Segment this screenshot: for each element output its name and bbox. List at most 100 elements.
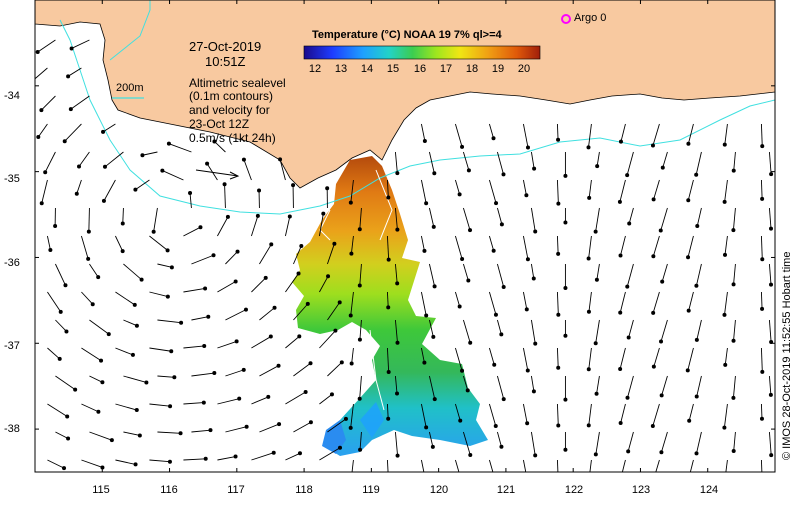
velocity-arrow	[217, 457, 235, 460]
velocity-arrow-head	[526, 479, 530, 483]
velocity-arrow-head	[769, 227, 773, 231]
velocity-arrow	[523, 404, 527, 423]
velocity-arrow-head	[627, 336, 631, 340]
velocity-arrow	[89, 376, 102, 382]
velocity-arrow	[628, 432, 633, 451]
colorbar-tick-label: 18	[466, 63, 478, 75]
velocity-arrow	[293, 422, 310, 432]
velocity-arrow-head	[166, 295, 170, 299]
velocity-arrow-head	[36, 135, 40, 139]
velocity-arrow	[319, 394, 332, 404]
velocity-arrow	[597, 152, 599, 166]
velocity-arrow	[89, 264, 98, 277]
velocity-arrow	[597, 264, 600, 280]
velocity-arrow	[149, 404, 170, 406]
velocity-arrow	[596, 432, 600, 454]
velocity-arrow-head	[269, 242, 273, 246]
velocity-arrow-head	[87, 230, 91, 234]
velocity-arrow-head	[423, 475, 427, 479]
velocity-arrow-head	[358, 397, 362, 401]
velocity-arrow-head	[349, 426, 353, 430]
velocity-arrow-head	[62, 466, 66, 470]
velocity-arrow-head	[595, 164, 599, 168]
velocity-arrow	[489, 348, 494, 365]
velocity-arrow-head	[525, 307, 529, 311]
lon-tick-label: 117	[227, 484, 245, 496]
velocity-arrow-head	[133, 188, 137, 192]
velocity-arrow-head	[760, 370, 764, 374]
velocity-arrow	[489, 404, 495, 426]
velocity-arrow-head	[43, 170, 47, 174]
velocity-arrow-head	[223, 182, 227, 186]
velocity-arrow-head	[563, 286, 567, 290]
velocity-arrow-head	[297, 334, 301, 338]
velocity-arrow	[123, 264, 141, 280]
velocity-arrow	[149, 348, 171, 351]
velocity-arrow-head	[652, 365, 656, 369]
velocity-arrow-head	[524, 193, 528, 197]
velocity-arrow	[327, 362, 341, 376]
altimetry-note-line: and velocity for	[189, 104, 270, 117]
velocity-arrow	[597, 376, 600, 394]
velocity-arrow-head	[686, 368, 690, 372]
velocity-arrow-head	[273, 306, 277, 310]
velocity-arrow-head	[168, 404, 172, 408]
velocity-arrow	[115, 404, 136, 410]
velocity-arrow	[429, 152, 434, 173]
velocity-arrow-head	[563, 334, 567, 338]
velocity-arrow	[251, 278, 265, 292]
velocity-arrow	[55, 376, 75, 390]
velocity-arrow	[149, 292, 167, 297]
velocity-arrow-head	[722, 313, 726, 317]
velocity-arrow-head	[350, 362, 354, 366]
velocity-arrow-head	[760, 307, 764, 311]
velocity-arrow-head	[96, 410, 100, 414]
velocity-arrow-head	[69, 107, 73, 111]
velocity-arrow-head	[594, 230, 598, 234]
velocity-arrow	[89, 320, 108, 334]
velocity-arrow-head	[266, 395, 270, 399]
velocity-arrow-head	[358, 227, 362, 231]
velocity-arrow	[421, 124, 424, 141]
velocity-arrow	[47, 292, 60, 312]
velocity-arrow	[596, 320, 600, 343]
velocity-arrow-head	[73, 388, 77, 392]
velocity-arrow	[688, 180, 693, 200]
velocity-arrow	[489, 124, 493, 138]
velocity-arrow	[105, 152, 123, 167]
altimetry-note-line: 23-Oct 12Z	[189, 118, 249, 131]
velocity-arrow-head	[659, 450, 663, 454]
velocity-arrow	[523, 292, 526, 309]
velocity-arrow	[38, 40, 56, 52]
velocity-arrow	[123, 320, 136, 326]
velocity-arrow	[41, 96, 55, 110]
velocity-arrow	[734, 152, 736, 171]
velocity-arrow	[689, 292, 694, 311]
velocity-arrow-head	[257, 188, 261, 192]
velocity-arrow	[149, 236, 167, 250]
velocity-arrow	[123, 432, 139, 435]
velocity-arrow-head	[424, 201, 428, 205]
velocity-arrow	[589, 292, 591, 312]
velocity-arrow	[191, 317, 208, 320]
velocity-arrow-head	[349, 201, 353, 205]
velocity-arrow	[769, 320, 771, 342]
velocity-arrow	[531, 376, 533, 391]
velocity-arrow	[621, 124, 625, 142]
velocity-arrow-head	[660, 393, 664, 397]
velocity-arrow	[142, 152, 157, 155]
velocity-arrow	[523, 180, 526, 195]
velocity-arrow	[251, 397, 268, 404]
velocity-arrow	[123, 376, 146, 382]
velocity-arrow	[421, 180, 426, 203]
velocity-arrow	[71, 96, 90, 109]
velocity-arrow-head	[458, 305, 462, 309]
velocity-arrow-head	[556, 423, 560, 427]
velocity-arrow-head	[242, 158, 246, 162]
velocity-arrow-head	[731, 396, 735, 400]
velocity-arrow	[620, 348, 625, 369]
velocity-arrow-head	[387, 482, 391, 486]
velocity-arrow-head	[587, 310, 591, 314]
velocity-arrow-head	[431, 445, 435, 449]
velocity-arrow	[557, 236, 558, 254]
